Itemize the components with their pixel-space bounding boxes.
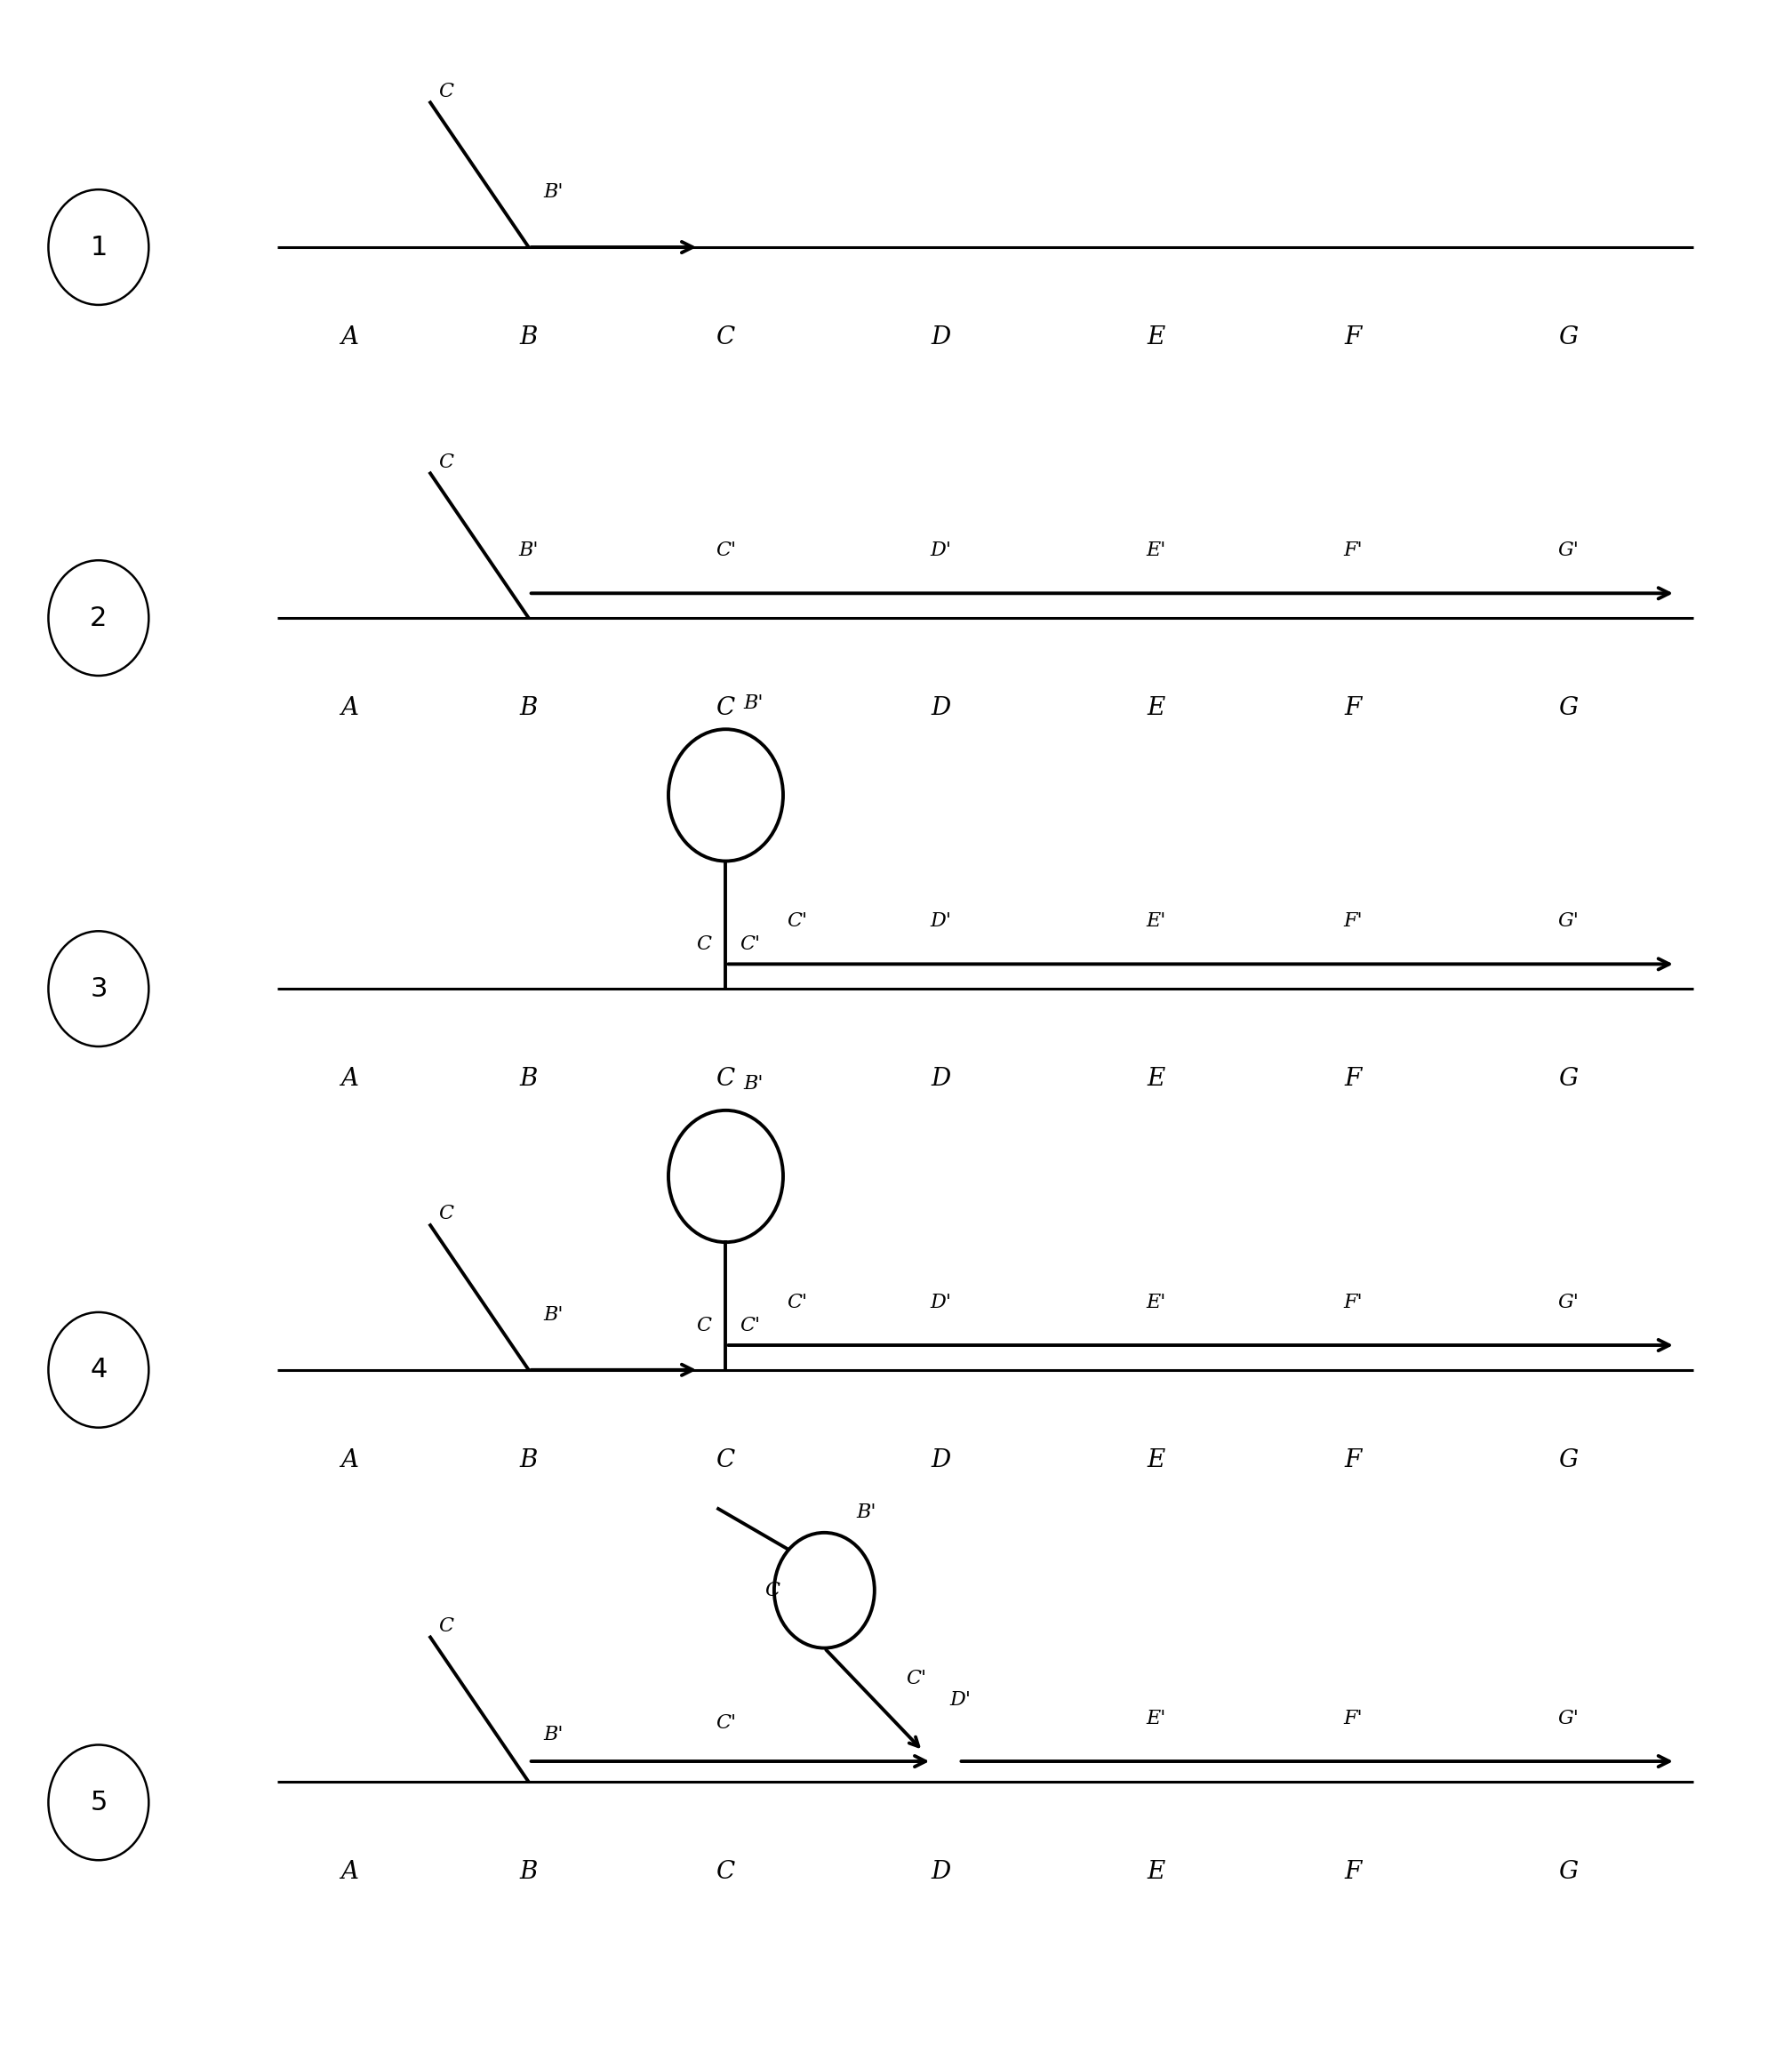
Text: C: C	[717, 1448, 735, 1473]
Text: F': F'	[1344, 913, 1362, 931]
Text: G': G'	[1557, 542, 1579, 560]
Text: D': D'	[950, 1691, 971, 1710]
Text: G: G	[1559, 1067, 1577, 1092]
Text: D: D	[930, 1860, 952, 1885]
Text: C: C	[439, 453, 453, 472]
Text: F: F	[1344, 325, 1362, 350]
Text: F: F	[1344, 1860, 1362, 1885]
Text: 3: 3	[90, 976, 108, 1001]
Text: C: C	[697, 935, 711, 954]
Text: D: D	[930, 696, 952, 721]
Text: E: E	[1147, 1860, 1165, 1885]
Text: E': E'	[1145, 1710, 1167, 1728]
Text: C: C	[717, 1067, 735, 1092]
Text: G': G'	[1557, 1710, 1579, 1728]
Text: B': B'	[543, 1306, 563, 1325]
Text: F: F	[1344, 1448, 1362, 1473]
Text: B': B'	[518, 542, 539, 560]
Text: F: F	[1344, 1067, 1362, 1092]
Text: C: C	[717, 696, 735, 721]
Text: G: G	[1559, 696, 1577, 721]
Text: F': F'	[1344, 1294, 1362, 1312]
Text: E: E	[1147, 696, 1165, 721]
Text: C: C	[717, 325, 735, 350]
Text: C: C	[717, 1860, 735, 1885]
Text: A: A	[340, 1448, 358, 1473]
Text: C': C'	[787, 1294, 808, 1312]
Text: 4: 4	[90, 1358, 108, 1382]
Text: E': E'	[1145, 913, 1167, 931]
Text: B: B	[520, 1448, 538, 1473]
Text: B': B'	[744, 694, 763, 713]
Text: D': D'	[930, 913, 952, 931]
Text: B: B	[520, 1860, 538, 1885]
Text: G: G	[1559, 1860, 1577, 1885]
Text: 2: 2	[90, 606, 108, 630]
Text: B': B'	[744, 1075, 763, 1094]
Text: C': C'	[740, 935, 760, 954]
Text: D: D	[930, 325, 952, 350]
Text: B: B	[520, 1067, 538, 1092]
Text: E': E'	[1145, 542, 1167, 560]
Text: C': C'	[907, 1669, 926, 1689]
Text: D: D	[930, 1067, 952, 1092]
Text: C: C	[439, 82, 453, 101]
Text: D': D'	[930, 1294, 952, 1312]
Text: F: F	[1344, 696, 1362, 721]
Text: G': G'	[1557, 913, 1579, 931]
Text: B': B'	[543, 183, 563, 202]
Text: E: E	[1147, 1448, 1165, 1473]
Text: A: A	[340, 1067, 358, 1092]
Text: C: C	[439, 1617, 453, 1636]
Text: G': G'	[1557, 1294, 1579, 1312]
Text: B': B'	[857, 1504, 876, 1522]
Text: 1: 1	[90, 235, 108, 260]
Text: A: A	[340, 325, 358, 350]
Text: C: C	[697, 1316, 711, 1335]
Text: F': F'	[1344, 542, 1362, 560]
Text: E': E'	[1145, 1294, 1167, 1312]
Text: E: E	[1147, 325, 1165, 350]
Text: B: B	[520, 696, 538, 721]
Text: D: D	[930, 1448, 952, 1473]
Text: C': C'	[715, 1714, 737, 1732]
Text: B': B'	[543, 1726, 563, 1745]
Text: B: B	[520, 325, 538, 350]
Text: D': D'	[930, 542, 952, 560]
Text: A: A	[340, 696, 358, 721]
Text: C: C	[765, 1580, 780, 1601]
Text: A: A	[340, 1860, 358, 1885]
Text: C': C'	[740, 1316, 760, 1335]
Text: E: E	[1147, 1067, 1165, 1092]
Text: G: G	[1559, 325, 1577, 350]
Text: 5: 5	[90, 1790, 108, 1815]
Text: C': C'	[715, 542, 737, 560]
Text: C': C'	[787, 913, 808, 931]
Text: F': F'	[1344, 1710, 1362, 1728]
Text: C: C	[439, 1205, 453, 1224]
Text: G: G	[1559, 1448, 1577, 1473]
